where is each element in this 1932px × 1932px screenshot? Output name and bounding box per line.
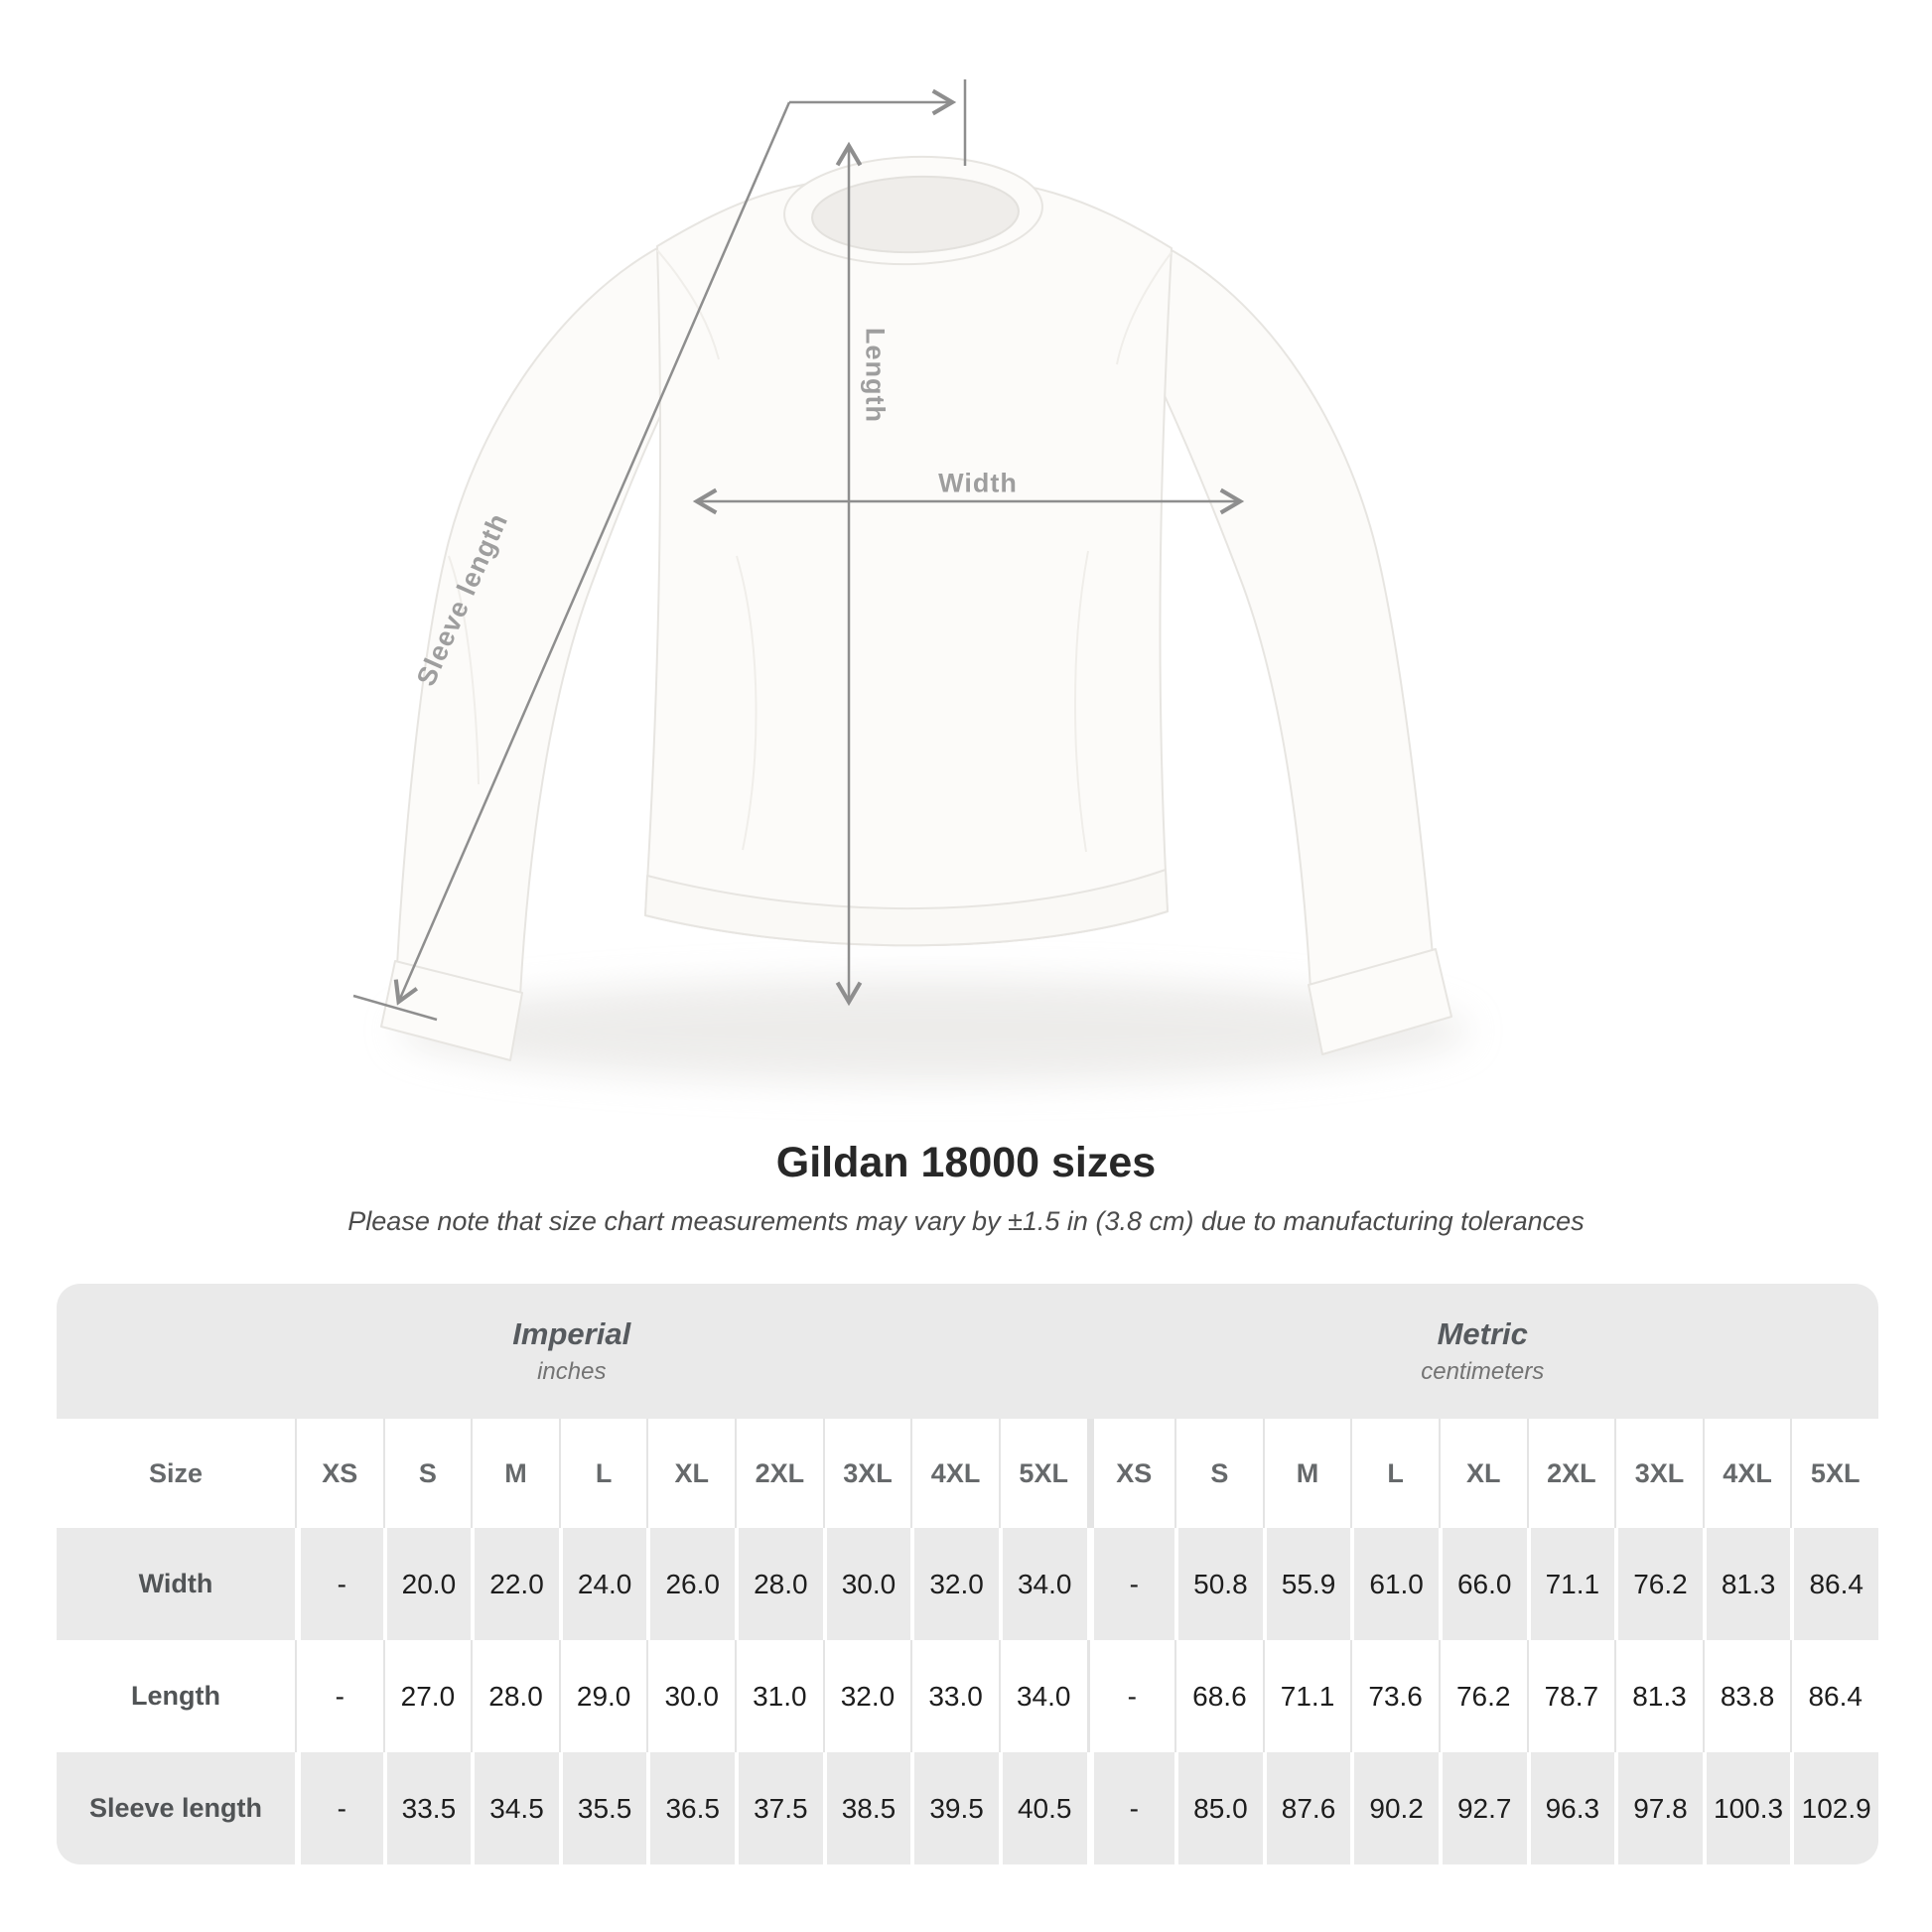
value-cell: 76.2 — [1614, 1528, 1703, 1640]
sleeve-length-arrow — [393, 101, 791, 1006]
size-col-imperial-5xl: 5XL — [998, 1419, 1087, 1528]
value-cell: 96.3 — [1526, 1752, 1615, 1864]
value-cell: 87.6 — [1262, 1752, 1351, 1864]
value-cell: 50.8 — [1174, 1528, 1263, 1640]
page-title: Gildan 18000 sizes — [775, 1139, 1157, 1186]
value-cell: 66.0 — [1438, 1528, 1527, 1640]
size-col-metric-2xl: 2XL — [1526, 1419, 1615, 1528]
value-cell: - — [295, 1752, 383, 1864]
size-header-row: Size XS S M L XL 2XL 3XL 4XL 5XL XS S M L XL 2XL 3XL 4XL… — [57, 1419, 1878, 1528]
value-cell: - — [1086, 1752, 1175, 1864]
value-cell: 92.7 — [1438, 1752, 1527, 1864]
size-col-metric-5xl: 5XL — [1790, 1419, 1878, 1528]
metric-label: Metric — [1437, 1316, 1528, 1351]
value-cell: 81.3 — [1614, 1640, 1703, 1752]
value-cell: 37.5 — [735, 1752, 823, 1864]
table-row-length: Length -27.0 28.0 29.0 30.0 31.0 32.0 33.0 34.0… — [57, 1640, 1878, 1752]
value-cell: 61.0 — [1350, 1528, 1439, 1640]
value-cell: 33.0 — [910, 1640, 999, 1752]
size-col-metric-s: S — [1174, 1419, 1263, 1528]
value-cell: 28.0 — [735, 1528, 823, 1640]
size-col-metric-xs: XS — [1086, 1419, 1175, 1528]
value-cell: 97.8 — [1614, 1752, 1703, 1864]
value-cell: 81.3 — [1702, 1528, 1791, 1640]
value-cell: - — [1086, 1528, 1175, 1640]
row-label-sleeve-length: Sleeve length — [57, 1752, 295, 1864]
value-cell: 73.6 — [1350, 1640, 1439, 1752]
metric-unit-label: centimeters — [1421, 1358, 1545, 1385]
row-label-length: Length — [57, 1640, 295, 1752]
value-cell: 102.9 — [1790, 1752, 1878, 1864]
row-label-width: Width — [57, 1528, 295, 1640]
value-cell: 32.0 — [910, 1528, 999, 1640]
sweatshirt-shape — [380, 155, 1452, 1061]
value-cell: 34.5 — [471, 1752, 559, 1864]
garment-shadow — [397, 979, 1469, 1082]
value-cell: 26.0 — [646, 1528, 736, 1640]
value-cell: 33.5 — [382, 1752, 472, 1864]
value-cell: - — [295, 1528, 383, 1640]
size-column-header: Size — [148, 1457, 204, 1488]
value-cell: 83.8 — [1702, 1640, 1791, 1752]
size-chart-table: Imperial inches Metric centimeters Size … — [57, 1284, 1878, 1864]
size-col-imperial-xs: XS — [295, 1419, 383, 1528]
value-cell: 30.0 — [646, 1640, 736, 1752]
metric-group-header: Metric centimeters — [1087, 1284, 1879, 1419]
size-col-metric-l: L — [1350, 1419, 1439, 1528]
value-cell: 28.0 — [471, 1640, 559, 1752]
value-cell: 30.0 — [822, 1528, 911, 1640]
size-col-imperial-4xl: 4XL — [910, 1419, 999, 1528]
size-col-metric-4xl: 4XL — [1702, 1419, 1791, 1528]
value-cell: 24.0 — [558, 1528, 647, 1640]
value-cell: 20.0 — [382, 1528, 472, 1640]
value-cell: 90.2 — [1350, 1752, 1439, 1864]
value-cell: 38.5 — [822, 1752, 911, 1864]
size-col-metric-xl: XL — [1438, 1419, 1527, 1528]
value-cell: 27.0 — [382, 1640, 472, 1752]
value-cell: 85.0 — [1174, 1752, 1263, 1864]
value-cell: 76.2 — [1438, 1640, 1527, 1752]
value-cell: 34.0 — [998, 1528, 1087, 1640]
value-cell: 32.0 — [822, 1640, 911, 1752]
value-cell: 71.1 — [1262, 1640, 1351, 1752]
size-col-imperial-2xl: 2XL — [735, 1419, 823, 1528]
size-col-imperial-m: M — [471, 1419, 559, 1528]
value-cell: 100.3 — [1702, 1752, 1791, 1864]
sleeve-end-tick — [352, 994, 438, 1022]
value-cell: 68.6 — [1174, 1640, 1263, 1752]
size-col-imperial-3xl: 3XL — [822, 1419, 911, 1528]
value-cell: 86.4 — [1790, 1528, 1878, 1640]
imperial-group-header: Imperial inches — [57, 1284, 1087, 1419]
value-cell: 39.5 — [910, 1752, 999, 1864]
size-col-imperial-l: L — [558, 1419, 647, 1528]
width-dimension-label: Width — [938, 468, 1018, 498]
value-cell: 55.9 — [1262, 1528, 1351, 1640]
table-row-width: Width -20.0 22.0 24.0 26.0 28.0 30.0 32.0 34.0-… — [57, 1528, 1878, 1640]
value-cell: 86.4 — [1790, 1640, 1878, 1752]
value-cell: 31.0 — [735, 1640, 823, 1752]
value-cell: 36.5 — [646, 1752, 736, 1864]
value-cell: 35.5 — [558, 1752, 647, 1864]
measurement-arrows — [352, 79, 1245, 1022]
value-cell: 22.0 — [471, 1528, 559, 1640]
value-cell: 34.0 — [998, 1640, 1087, 1752]
value-cell: 71.1 — [1526, 1528, 1615, 1640]
size-col-metric-3xl: 3XL — [1614, 1419, 1703, 1528]
value-cell: 29.0 — [558, 1640, 647, 1752]
imperial-label: Imperial — [512, 1316, 631, 1351]
unit-group-header-row: Imperial inches Metric centimeters — [57, 1284, 1878, 1419]
sweatshirt-measurement-diagram: Length Width Sleeve length — [352, 79, 1469, 1082]
sweatshirt-illustration — [352, 79, 1469, 1082]
size-col-imperial-xl: XL — [646, 1419, 735, 1528]
table-row-sleeve-length: Sleeve length -33.5 34.5 35.5 36.5 37.5 38.5 3… — [57, 1752, 1878, 1864]
imperial-unit-label: inches — [537, 1358, 607, 1385]
size-col-imperial-s: S — [382, 1419, 472, 1528]
value-cell: 78.7 — [1526, 1640, 1615, 1752]
value-cell: - — [295, 1640, 383, 1752]
size-col-metric-m: M — [1262, 1419, 1351, 1528]
value-cell: - — [1086, 1640, 1175, 1752]
length-dimension-label: Length — [860, 328, 891, 423]
value-cell: 40.5 — [998, 1752, 1087, 1864]
tolerance-note: Please note that size chart measurements… — [347, 1206, 1585, 1236]
